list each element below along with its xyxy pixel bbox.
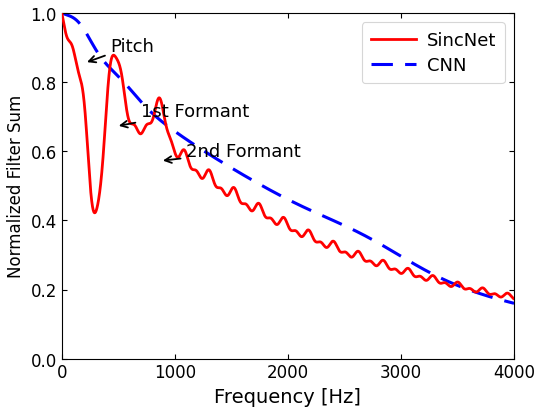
- SincNet: [474, 289, 481, 294]
- SincNet: [511, 297, 517, 301]
- SincNet: [497, 295, 504, 300]
- Line: SincNet: SincNet: [62, 14, 514, 299]
- SincNet: [59, 12, 65, 17]
- CNN: [474, 291, 481, 296]
- CNN: [387, 248, 393, 253]
- Legend: SincNet, CNN: SincNet, CNN: [362, 23, 505, 84]
- Text: 2nd Formant: 2nd Formant: [165, 143, 301, 164]
- CNN: [248, 178, 255, 183]
- SincNet: [248, 209, 255, 214]
- CNN: [497, 297, 504, 302]
- Y-axis label: Normalized Filter Sum: Normalized Filter Sum: [7, 95, 25, 278]
- SincNet: [252, 205, 259, 210]
- SincNet: [273, 223, 280, 228]
- Line: CNN: CNN: [62, 14, 514, 304]
- X-axis label: Frequency [Hz]: Frequency [Hz]: [215, 387, 362, 406]
- CNN: [252, 180, 259, 185]
- CNN: [273, 192, 280, 197]
- SincNet: [387, 267, 393, 272]
- Text: Pitch: Pitch: [89, 38, 154, 63]
- CNN: [511, 301, 517, 306]
- CNN: [59, 12, 65, 17]
- Text: 1st Formant: 1st Formant: [121, 103, 249, 128]
